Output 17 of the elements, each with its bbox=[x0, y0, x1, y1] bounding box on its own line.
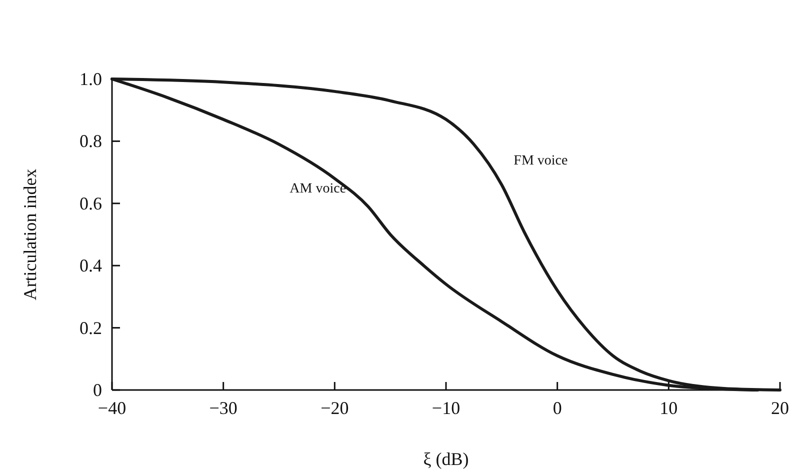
y-tick-label: 1.0 bbox=[80, 69, 102, 89]
x-tick-label: −30 bbox=[209, 398, 238, 418]
x-tick-label: 0 bbox=[552, 398, 562, 418]
x-tick-label: −20 bbox=[320, 398, 349, 418]
y-tick-label: 0.6 bbox=[80, 193, 102, 214]
series-label: AM voice bbox=[290, 182, 346, 197]
y-tick-label: 0.4 bbox=[80, 256, 102, 276]
x-tick-label: 20 bbox=[771, 398, 789, 418]
y-tick-label: 0.8 bbox=[80, 131, 102, 152]
x-tick-label: 10 bbox=[660, 398, 678, 418]
series-label: FM voice bbox=[514, 154, 568, 169]
x-tick-label: −10 bbox=[432, 398, 460, 418]
x-tick-label: −40 bbox=[98, 398, 126, 418]
x-axis-title: ξ (dB) bbox=[423, 449, 469, 469]
y-tick-label: 0 bbox=[93, 380, 102, 400]
y-tick-label: 0.2 bbox=[80, 318, 102, 338]
y-axis-title: Articulation index bbox=[20, 168, 40, 300]
